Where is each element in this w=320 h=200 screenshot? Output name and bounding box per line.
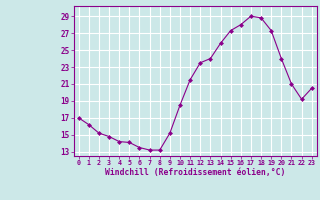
X-axis label: Windchill (Refroidissement éolien,°C): Windchill (Refroidissement éolien,°C) [105,168,285,177]
